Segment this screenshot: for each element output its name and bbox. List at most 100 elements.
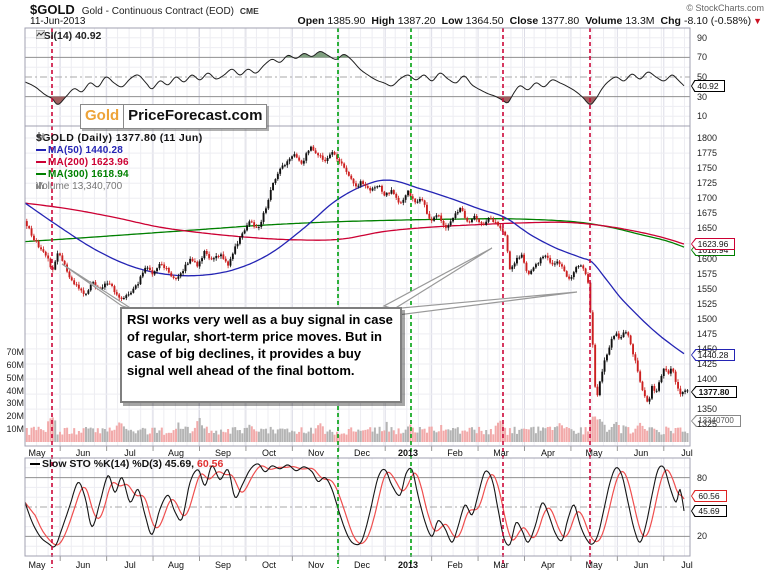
volume-axis-label: 70M: [6, 347, 24, 357]
ma50-price-tag: 1440.28: [691, 349, 735, 361]
month-label: Nov: [307, 448, 324, 458]
rsi-label: RSI(14) 40.92: [36, 30, 102, 42]
quote-label: High: [371, 15, 395, 27]
price-axis-label: 1725: [697, 178, 718, 188]
rsi-axis-label: 50: [697, 72, 708, 82]
ma300-line-swatch: [36, 173, 46, 176]
ma200-label: MA(200) 1623.96: [48, 157, 129, 168]
sto-line-swatch: [30, 463, 40, 466]
main-title-text: $GOLD (Daily) 1377.80 (11 Jun): [36, 132, 203, 144]
quote-date: 11-Jun-2013: [30, 16, 86, 27]
month-label: Aug: [167, 560, 184, 570]
month-label: Jul: [124, 560, 136, 570]
month-label: Jun: [633, 448, 649, 458]
month-label: Jul: [681, 448, 693, 458]
month-label: 2013: [397, 448, 419, 458]
sto-d-value: 60.56: [197, 458, 224, 470]
price-axis-label: 1500: [697, 314, 718, 324]
quote-value: -8.10 (-0.58%): [683, 15, 752, 27]
ma200-price-tag: 1623.96: [691, 238, 735, 250]
sto-d-tag: 60.56: [691, 490, 727, 502]
ma200-line-swatch: [36, 161, 46, 164]
price-axis-label: 1750: [697, 163, 718, 173]
month-label: May: [585, 560, 603, 570]
candlestick-icon: [37, 132, 45, 141]
month-label: May: [28, 448, 46, 458]
volume-label: Volume 13,340,700: [36, 181, 123, 192]
price-axis-label: 1550: [697, 284, 718, 294]
chg-down-triangle-icon[interactable]: ▼: [753, 16, 762, 26]
price-axis-label: 1325: [697, 419, 718, 429]
price-axis-label: 1525: [697, 299, 718, 309]
legend-ma200: MA(200) 1623.96: [36, 157, 129, 168]
price-axis-label: 1650: [697, 223, 718, 233]
month-label: Jul: [124, 448, 136, 458]
rsi-axis-label: 90: [697, 33, 708, 43]
volume-bars-icon: [36, 182, 44, 189]
logo-rest-text: PriceForecast.com: [123, 104, 268, 129]
quote-label: Volume: [585, 15, 623, 27]
price-axis-label: 1425: [697, 359, 718, 369]
logo-gold-text: Gold: [80, 104, 125, 129]
ohlc-quote-line: Open 1385.90 High 1387.20 Low 1364.50 Close 137…: [292, 15, 762, 27]
price-axis-label: 1575: [697, 269, 718, 279]
month-label: May: [585, 448, 603, 458]
stockcharts-copyright-link[interactable]: © StockCharts.com: [686, 3, 764, 13]
month-label: Oct: [261, 448, 276, 458]
volume-axis-label: 40M: [6, 386, 24, 396]
gold-priceforecast-logo[interactable]: Gold PriceForecast.com: [80, 104, 268, 129]
sto-axis-label: 80: [697, 473, 708, 483]
volume-axis-label: 30M: [6, 398, 24, 408]
volume-axis-label: 50M: [6, 373, 24, 383]
month-label: Dec: [353, 448, 370, 458]
price-axis-label: 1350: [697, 404, 718, 414]
ma300-label: MA(300) 1618.94: [48, 169, 129, 180]
rsi-axis-label: 70: [697, 52, 708, 62]
month-label: Jun: [75, 560, 91, 570]
month-label: Apr: [540, 560, 555, 570]
quote-label: Chg: [660, 15, 681, 27]
month-label: Sep: [214, 560, 231, 570]
close-price-tag: 1377.80: [691, 386, 737, 398]
main-chart-title: $GOLD (Daily) 1377.80 (11 Jun): [36, 132, 203, 144]
symbol-description: Gold - Continuous Contract (EOD): [81, 6, 234, 17]
month-label: May: [28, 560, 46, 570]
price-axis-label: 1700: [697, 193, 718, 203]
annotation-text: RSI works very well as a buy signal in c…: [127, 312, 393, 378]
quote-label: Low: [441, 15, 463, 27]
chart-header: $GOLD Gold - Continuous Contract (EOD) C…: [30, 2, 259, 17]
volume-axis-label: 10M: [6, 424, 24, 434]
month-label: Feb: [447, 448, 463, 458]
month-label: Mar: [493, 448, 509, 458]
sto-legend: Slow STO %K(14) %D(3) 45.69, 60.56: [30, 458, 223, 470]
indicator-icon: [36, 30, 45, 39]
rsi-value-tag: 40.92: [691, 80, 725, 92]
month-label: Oct: [261, 560, 276, 570]
volume-axis-label: 60M: [6, 360, 24, 370]
quote-label: Close: [509, 15, 539, 27]
volume-axis-label: 20M: [6, 411, 24, 421]
legend-ma50: MA(50) 1440.28: [36, 145, 123, 156]
quote-value: 1377.80: [541, 15, 580, 27]
month-label: Sep: [214, 448, 231, 458]
quote-value: 1385.90: [327, 15, 366, 27]
sto-axis-label: 20: [697, 531, 708, 541]
price-axis-label: 1400: [697, 374, 718, 384]
month-label: Aug: [167, 448, 184, 458]
month-label: Jun: [75, 448, 91, 458]
volume-value-tag: 13340700: [691, 415, 741, 427]
month-label: Mar: [493, 560, 509, 570]
rsi-legend: RSI(14) 40.92: [36, 30, 101, 42]
ma50-line-swatch: [36, 149, 46, 152]
month-label: 2013: [397, 560, 419, 570]
month-label: Feb: [447, 560, 463, 570]
price-axis-label: 1800: [697, 133, 718, 143]
quote-value: 1387.20: [397, 15, 436, 27]
month-label: Apr: [540, 448, 555, 458]
price-axis-label: 1600: [697, 254, 718, 264]
month-label: Jun: [633, 560, 649, 570]
symbol: $GOLD: [30, 2, 75, 17]
month-label: Nov: [307, 560, 324, 570]
